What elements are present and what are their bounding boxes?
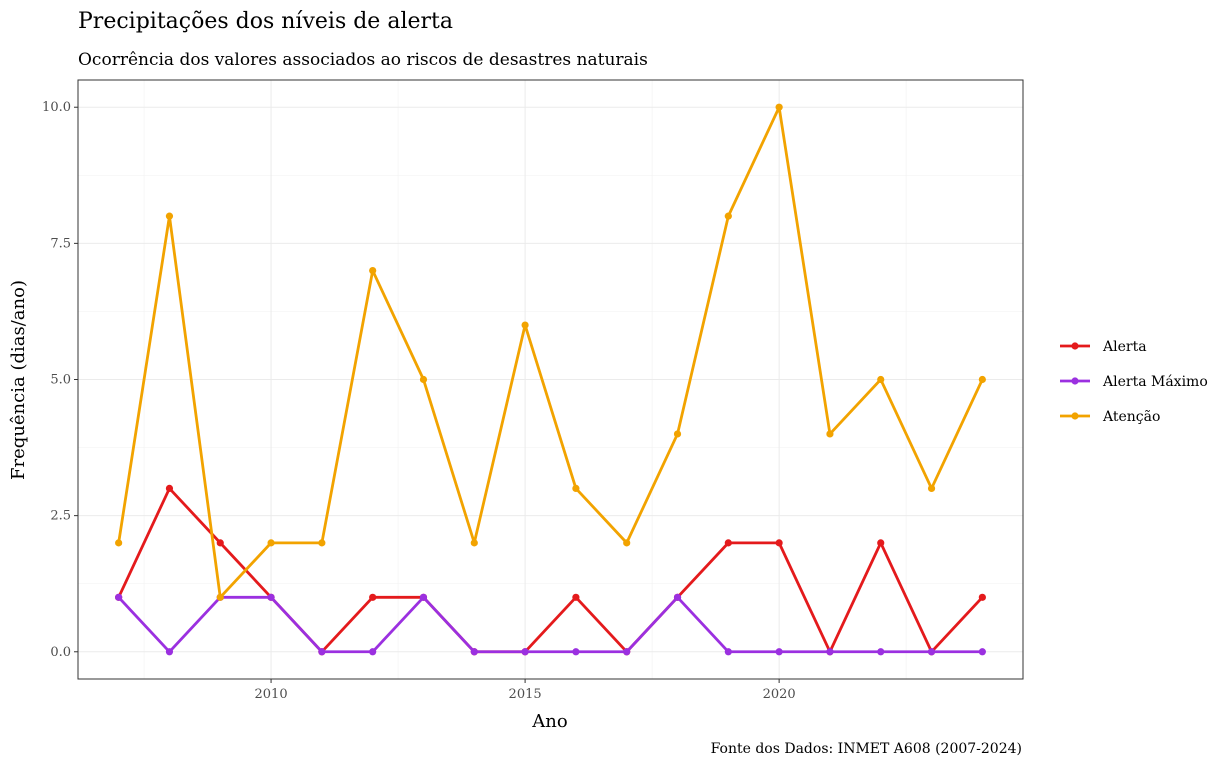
legend-key-point [1071, 412, 1079, 420]
data-point-atencao [419, 375, 428, 384]
x-axis: 2010 2015 2020 [255, 679, 796, 702]
series-line-alerta [117, 487, 984, 654]
data-point-atencao [216, 593, 224, 601]
data-point-alerta-maximo [419, 593, 428, 601]
data-point-alerta-maximo [724, 648, 732, 656]
data-point-alerta [978, 593, 986, 601]
chart-subtitle: Ocorrência dos valores associados ao ris… [78, 50, 648, 70]
data-point-atencao [267, 539, 275, 547]
series-atencao [115, 103, 986, 601]
legend-key-point [1071, 377, 1079, 385]
legend-item-atencao: Atenção [1060, 409, 1160, 425]
y-tick-label: 0.0 [50, 645, 71, 660]
data-point-alerta-maximo [318, 648, 326, 656]
data-point-atencao [877, 375, 885, 384]
y-tick-label: 5.0 [50, 373, 71, 388]
y-axis: 0.0 2.5 5.0 7.5 10.0 [42, 100, 78, 660]
data-point-alerta [165, 484, 174, 493]
legend-label: Alerta [1102, 339, 1147, 355]
legend-label: Atenção [1102, 409, 1160, 425]
data-point-alerta [216, 539, 224, 547]
data-point-atencao [521, 321, 529, 329]
gridlines [78, 80, 1023, 679]
data-point-atencao [724, 212, 732, 220]
data-point-alerta-maximo [165, 648, 174, 656]
data-point-alerta-maximo [877, 648, 885, 656]
series-line-alerta-maximo [117, 595, 984, 654]
data-point-alerta-maximo [521, 648, 529, 656]
legend-item-alerta-maximo: Alerta Máximo [1060, 374, 1208, 390]
series-alerta-maximo [115, 593, 986, 656]
data-point-alerta [724, 539, 732, 547]
data-point-atencao [369, 266, 377, 275]
data-point-alerta [877, 539, 885, 547]
data-point-alerta-maximo [673, 593, 682, 601]
y-tick-label: 7.5 [50, 236, 71, 251]
x-tick-label: 2020 [763, 687, 796, 702]
data-point-alerta [369, 593, 377, 601]
x-tick-label: 2015 [509, 687, 542, 702]
data-point-alerta-maximo [115, 593, 123, 601]
series-line-atencao [117, 105, 984, 599]
data-point-atencao [165, 212, 174, 220]
data-point-atencao [775, 103, 783, 111]
data-point-alerta-maximo [470, 648, 478, 656]
data-point-alerta-maximo [826, 648, 834, 656]
chart-title: Precipitações dos níveis de alerta [78, 9, 453, 34]
y-tick-label: 10.0 [42, 100, 71, 115]
data-point-atencao [623, 539, 631, 547]
y-axis-title: Frequência (dias/ano) [8, 280, 29, 480]
data-point-alerta-maximo [369, 648, 377, 656]
x-axis-title: Ano [531, 711, 567, 732]
data-point-alerta-maximo [572, 648, 580, 656]
legend: Alerta Alerta Máximo Atenção [1060, 339, 1208, 425]
data-point-alerta-maximo [927, 648, 936, 656]
legend-key-point [1071, 342, 1079, 350]
y-tick-label: 2.5 [50, 509, 71, 524]
data-point-alerta-maximo [623, 648, 631, 656]
data-point-alerta [775, 539, 783, 547]
data-point-alerta-maximo [267, 593, 275, 601]
data-point-atencao [470, 539, 478, 547]
data-point-atencao [115, 539, 123, 547]
legend-label: Alerta Máximo [1102, 374, 1208, 390]
data-point-atencao [826, 430, 834, 438]
data-point-atencao [978, 375, 986, 384]
data-point-alerta-maximo [775, 648, 783, 656]
legend-item-alerta: Alerta [1060, 339, 1147, 355]
data-point-atencao [318, 539, 326, 547]
data-point-atencao [673, 430, 682, 438]
data-point-atencao [572, 484, 580, 493]
series-layer [115, 103, 986, 656]
data-point-alerta [572, 593, 580, 601]
caption: Fonte dos Dados: INMET A608 (2007-2024) [711, 741, 1022, 757]
data-point-alerta-maximo [978, 648, 986, 656]
x-tick-label: 2010 [255, 687, 288, 702]
data-point-atencao [927, 484, 936, 493]
